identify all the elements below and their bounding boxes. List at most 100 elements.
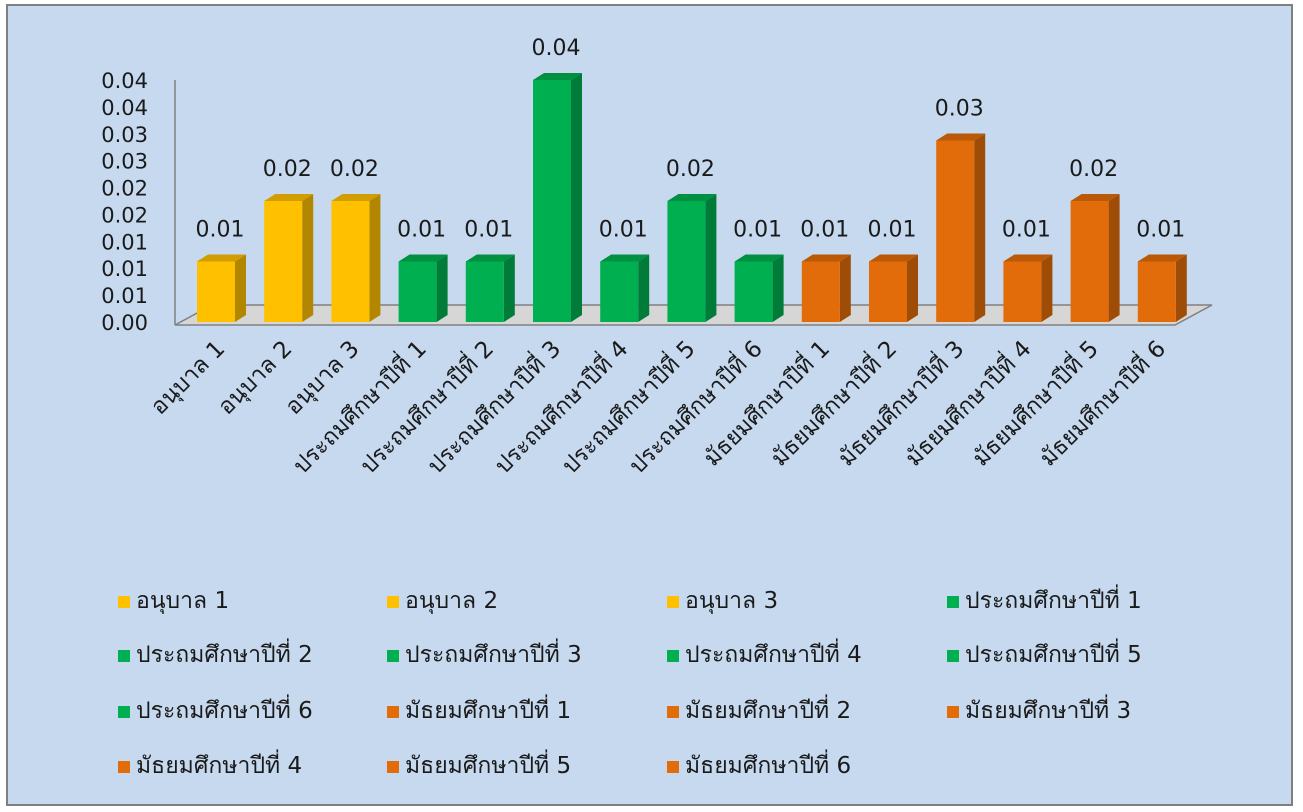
bar-side [235, 254, 246, 322]
bar [600, 261, 639, 322]
legend-swatch [387, 761, 399, 773]
legend-label: ประถมศึกษาปีที่ 4 [685, 638, 862, 668]
data-label: 0.01 [464, 218, 513, 243]
legend-label: ประถมศึกษาปีที่ 5 [965, 638, 1142, 668]
legend-label: มัธยมศึกษาปีที่ 3 [965, 694, 1131, 724]
bar [533, 80, 571, 322]
data-label: 0.03 [935, 97, 984, 122]
bar-side [974, 133, 986, 322]
bar-top [197, 254, 246, 262]
legend-swatch [387, 706, 399, 718]
data-label: 0.04 [532, 36, 581, 61]
legend-swatch [667, 706, 679, 718]
legend-label: มัธยมศึกษาปีที่ 5 [405, 749, 571, 779]
bar-top [1137, 254, 1187, 262]
bar [936, 140, 975, 322]
legend-swatch [667, 761, 679, 773]
bar-side [907, 254, 918, 322]
bar-side [302, 194, 314, 322]
bar [801, 261, 840, 322]
legend-label: ประถมศึกษาปีที่ 2 [136, 638, 313, 668]
y-tick-label: 0.01 [101, 230, 148, 254]
bar-top [600, 254, 650, 262]
bar [264, 201, 303, 322]
bar-top [1003, 254, 1053, 262]
bar-top [667, 194, 717, 201]
bar-side [503, 254, 515, 322]
bar [1137, 261, 1176, 322]
data-label: 0.01 [196, 218, 245, 243]
legend-swatch [118, 596, 130, 608]
legend-label: อนุบาล 1 [136, 588, 229, 614]
y-tick-label: 0.04 [101, 69, 148, 93]
bar-top [869, 254, 918, 262]
legend-swatch [118, 650, 130, 662]
bar-top [264, 194, 314, 201]
bar [465, 261, 504, 322]
bar-side [638, 254, 650, 322]
data-label: 0.02 [666, 157, 715, 182]
data-label: 0.01 [868, 218, 917, 243]
legend-swatch [667, 596, 679, 608]
data-label: 0.02 [263, 157, 312, 182]
legend-label: อนุบาล 3 [685, 588, 778, 614]
legend-swatch [118, 761, 130, 773]
bar-top [398, 254, 448, 262]
chart-frame [6, 4, 1293, 806]
data-label: 0.01 [1002, 218, 1051, 243]
legend-label: มัธยมศึกษาปีที่ 4 [136, 749, 302, 779]
legend-swatch [118, 706, 130, 718]
bar [1070, 201, 1109, 322]
bar-side [772, 254, 784, 322]
bar-side [1041, 254, 1053, 322]
bar [331, 201, 370, 322]
bar-top [1070, 194, 1120, 201]
data-label: 0.01 [397, 218, 446, 243]
data-label: 0.01 [599, 218, 648, 243]
data-label: 0.01 [733, 218, 782, 243]
bar-top [936, 133, 986, 141]
bar-side [571, 73, 582, 322]
bar-side [369, 194, 381, 322]
bar-side [1175, 254, 1187, 322]
legend-swatch [947, 596, 959, 608]
legend-swatch [387, 596, 399, 608]
legend-swatch [947, 650, 959, 662]
bar-side [839, 254, 851, 322]
data-label: 0.02 [1069, 157, 1118, 182]
y-tick-label: 0.02 [101, 177, 148, 201]
legend-swatch [387, 650, 399, 662]
y-tick-label: 0.01 [101, 257, 148, 281]
data-label: 0.01 [800, 218, 849, 243]
y-tick-label: 0.01 [101, 284, 148, 308]
legend-label: อนุบาล 2 [405, 588, 498, 614]
bar-top [465, 254, 515, 262]
bar [869, 261, 907, 322]
bar [734, 261, 773, 322]
y-tick-label: 0.03 [101, 150, 148, 174]
chart-background [8, 6, 1291, 804]
bar [667, 201, 706, 322]
y-tick-label: 0.00 [101, 311, 148, 335]
bar-top [331, 194, 381, 201]
data-label: 0.01 [1136, 218, 1185, 243]
bar [1003, 261, 1042, 322]
bar-top [734, 254, 784, 262]
bar-side [436, 254, 448, 322]
bar-side [1108, 194, 1120, 322]
legend-label: ประถมศึกษาปีที่ 1 [965, 584, 1142, 614]
legend-label: ประถมศึกษาปีที่ 3 [405, 638, 582, 668]
y-tick-label: 0.04 [101, 96, 148, 120]
bar-top [533, 73, 582, 80]
bar [197, 261, 235, 322]
bar-side [705, 194, 717, 322]
y-tick-label: 0.03 [101, 123, 148, 147]
bar-top [801, 254, 851, 262]
legend-swatch [667, 650, 679, 662]
legend-label: ประถมศึกษาปีที่ 6 [136, 694, 313, 724]
legend-swatch [947, 706, 959, 718]
data-label: 0.02 [330, 157, 379, 182]
legend-label: มัธยมศึกษาปีที่ 2 [685, 694, 851, 724]
bar [398, 261, 437, 322]
